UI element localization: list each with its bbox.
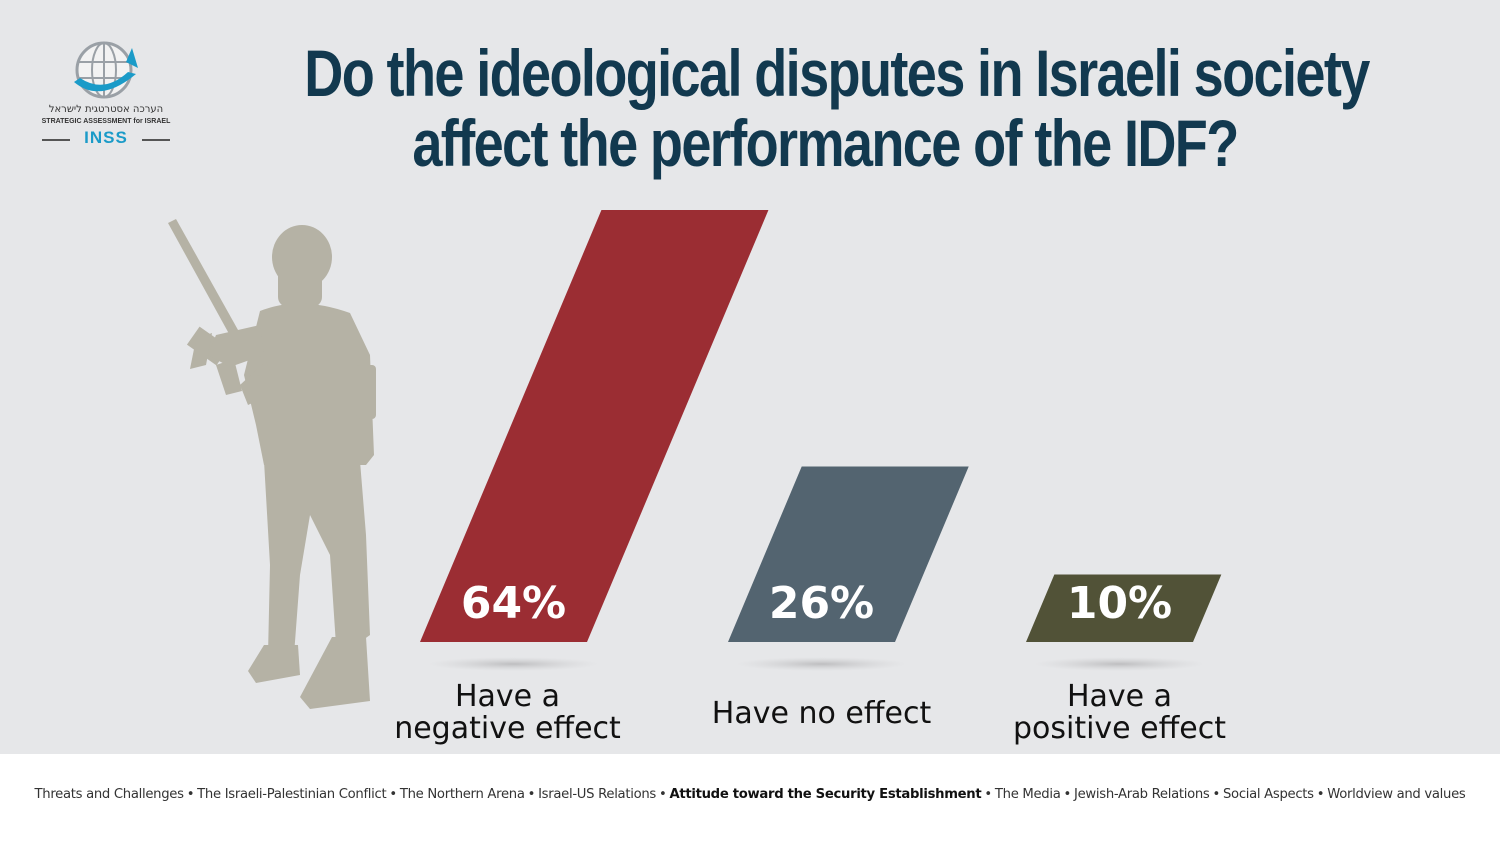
topic-link[interactable]: Jewish-Arab Relations [1074, 787, 1210, 802]
category-label: positive effect [1013, 711, 1226, 746]
logo-english-text: STRATEGIC ASSESSMENT for ISRAEL [41, 118, 171, 125]
chart-title-line-2: affect the performance of the IDF? [412, 106, 1239, 180]
topic-link[interactable]: The Media [994, 787, 1061, 802]
topic-separator: • [527, 787, 536, 802]
topic-link[interactable]: Social Aspects [1222, 787, 1314, 802]
category-label: Have no effect [712, 696, 932, 731]
chart-title-line-1: Do the ideological disputes in Israeli s… [304, 36, 1370, 110]
topic-link[interactable]: The Israeli-Palestinian Conflict [197, 787, 387, 802]
topic-link[interactable]: The Northern Arena [399, 787, 525, 802]
topic-link[interactable]: Israel-US Relations [538, 787, 656, 802]
topic-link[interactable]: Attitude toward the Security Establishme… [669, 787, 982, 802]
bar-3 [1026, 574, 1222, 642]
logo-brand: INSS [84, 128, 128, 147]
topic-separator: • [658, 787, 667, 802]
globe-icon [74, 41, 138, 99]
bar-value-label: 10% [1067, 578, 1172, 629]
footer-bar: Threats and Challenges • The Israeli-Pales… [0, 754, 1500, 844]
category-label: Have a [1067, 679, 1172, 714]
topic-separator: • [186, 787, 195, 802]
category-label: Have a [455, 679, 560, 714]
bar-value-label: 26% [769, 578, 874, 629]
topic-separator: • [1316, 787, 1325, 802]
topic-separator: • [389, 787, 397, 802]
inss-logo: הערכה אסטרטגית לישראל STRATEGIC ASSESSME… [38, 38, 174, 156]
bar-1 [420, 210, 769, 642]
bar-shadow [428, 657, 599, 671]
logo-hebrew-text: הערכה אסטרטגית לישראל [48, 104, 164, 115]
topic-separator: • [1212, 787, 1221, 802]
topic-separator: • [984, 787, 992, 802]
logo-rule-left [42, 139, 70, 141]
logo-rule-right [142, 139, 170, 141]
soldier-silhouette [168, 219, 376, 709]
topic-link[interactable]: Threats and Challenges [34, 787, 184, 802]
category-label: negative effect [394, 711, 621, 746]
bar-shadow [1034, 657, 1205, 671]
topic-link[interactable]: Worldview and values [1327, 787, 1466, 802]
chart-title: Do the ideological disputes in Israeli s… [304, 36, 1370, 180]
bar-value-label: 64% [461, 578, 566, 629]
bar-shadow [736, 657, 907, 671]
topic-navigation: Threats and Challenges • The Israeli-Pales… [0, 787, 1500, 802]
topic-separator: • [1063, 787, 1072, 802]
bar-2 [728, 466, 969, 642]
